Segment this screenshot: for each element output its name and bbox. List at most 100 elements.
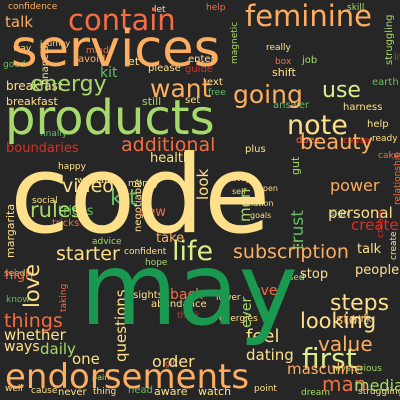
word-things: things	[4, 310, 63, 332]
word-plus: plus	[245, 144, 266, 155]
word-steps: steps	[330, 291, 390, 316]
word-kit-mid: kit	[110, 186, 138, 211]
word-social: social	[32, 196, 58, 206]
word-take: take	[156, 231, 185, 246]
word-dream: dream	[301, 388, 331, 398]
word-first: first	[302, 342, 357, 375]
word-journey: journey	[40, 39, 71, 48]
word-please: please	[148, 63, 181, 74]
word-point: point	[254, 384, 277, 394]
word-confident: confident	[124, 247, 167, 257]
word-mind: mind	[86, 46, 109, 56]
word-video: video	[62, 175, 114, 197]
word-products: products	[5, 90, 215, 146]
word-cake: cake	[378, 151, 399, 161]
word-head: head	[128, 385, 153, 396]
word-still: still	[142, 95, 162, 108]
word-talk: talk	[5, 13, 33, 31]
word-woman: woman	[77, 176, 110, 186]
word-help: help	[206, 3, 226, 13]
word-never: never	[58, 387, 87, 398]
word-watch: watch	[198, 385, 232, 398]
word-starter: starter	[56, 243, 120, 265]
word-set: set	[185, 95, 201, 106]
word-beauty: beauty	[300, 130, 374, 154]
word-gut: gut	[289, 156, 302, 175]
word-let-top: let	[154, 5, 166, 15]
word-love: love	[20, 263, 44, 308]
word-little: little	[394, 53, 400, 63]
word-health: health	[150, 151, 192, 166]
word-contain: contain	[68, 3, 176, 37]
word-answer: answer	[273, 100, 310, 111]
word-taking: taking	[59, 283, 69, 312]
word-endorsements: endorsements	[5, 357, 250, 397]
word-order: order	[152, 352, 195, 371]
word-insights: insights	[124, 290, 163, 301]
word-step: step	[232, 174, 252, 184]
word-relation: relation	[243, 199, 274, 208]
word-know: know	[6, 295, 30, 305]
word-create-3: create	[351, 216, 399, 234]
word-help-2: help	[367, 119, 389, 130]
word-enter: enter	[188, 54, 215, 65]
word-value: value	[318, 332, 373, 356]
word-really: really	[266, 43, 291, 53]
word-tricks-2: tricks	[58, 204, 94, 219]
word-harness: harness	[343, 102, 383, 113]
word-thing: thing	[93, 387, 117, 397]
word-masculine: masculine	[287, 360, 364, 378]
word-money: money	[128, 179, 159, 189]
word-goals: goals	[250, 211, 272, 220]
word-shift: shift	[272, 66, 296, 79]
word-does: does	[296, 135, 320, 146]
word-used: used	[283, 273, 305, 283]
word-stop: stop	[300, 267, 329, 282]
word-create: create	[389, 231, 399, 260]
word-magnetic: magnetic	[230, 21, 240, 64]
word-avoid: avoid	[78, 54, 106, 65]
word-happy: happy	[58, 162, 86, 172]
word-services: services	[11, 20, 221, 79]
word-one: one	[72, 350, 100, 368]
word-earth: earth	[372, 77, 399, 88]
word-lower: lower	[216, 293, 241, 303]
word-daily: daily	[40, 340, 76, 358]
word-use: use	[322, 78, 361, 103]
word-struggling: struggling	[384, 14, 395, 65]
word-pain: pain	[92, 373, 110, 382]
word-want: want	[150, 74, 212, 103]
word-talk-2: talk	[357, 242, 382, 257]
word-ways: ways	[4, 339, 40, 355]
word-life: life	[172, 236, 214, 267]
word-way: way	[13, 44, 32, 54]
word-struggling-2: struggling	[358, 387, 400, 397]
word-confidence: confidence	[8, 2, 58, 12]
word-breakfast: breakfast	[6, 95, 58, 108]
word-hope: hope	[145, 258, 168, 268]
word-power: power	[330, 176, 380, 195]
word-cause-2: cause	[31, 386, 58, 396]
word-breakfast-2: breakfast	[6, 79, 63, 93]
word-additional: additional	[121, 134, 216, 156]
word-man: man	[322, 372, 367, 396]
word-free: free	[208, 88, 226, 98]
word-code: code	[10, 133, 271, 258]
word-energies: energies	[219, 314, 258, 324]
word-seeds: seeds	[4, 269, 31, 279]
word-new: new	[139, 205, 166, 220]
word-energy: energy	[30, 72, 107, 97]
word-high: high	[5, 268, 34, 283]
word-abundance: abundance	[151, 299, 207, 310]
word-personal: personal	[328, 204, 393, 222]
word-box: box	[275, 57, 292, 67]
word-sign: sign	[330, 209, 349, 219]
word-job: job	[302, 55, 318, 66]
word-kit: kit	[100, 65, 118, 81]
word-advice: advice	[92, 237, 122, 247]
word-self: self	[232, 187, 247, 196]
word-mysterious: mysterious	[332, 364, 382, 374]
word-boundaries: boundaries	[6, 141, 79, 156]
word-people: people	[355, 263, 400, 278]
